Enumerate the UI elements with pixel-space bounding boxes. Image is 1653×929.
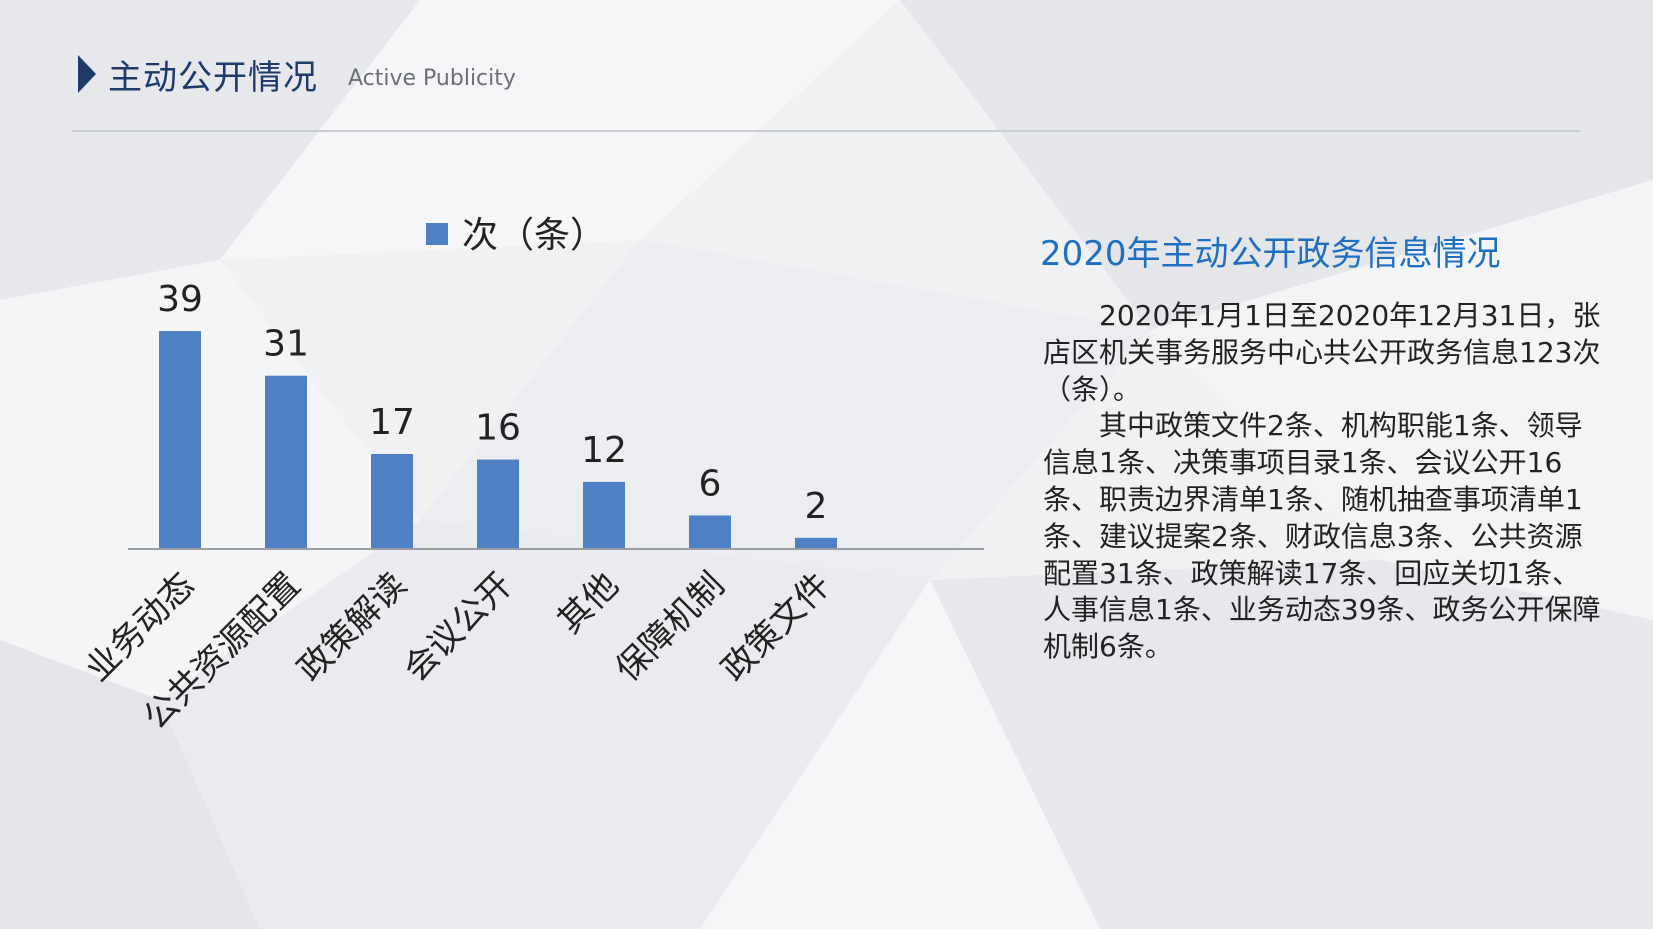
- info-title: 2020年主动公开政务信息情况: [1040, 234, 1501, 274]
- bar-6: [689, 515, 731, 549]
- value-label-1: 39: [157, 279, 203, 320]
- bar-4: [477, 459, 519, 549]
- category-label-6: 保障机制: [608, 565, 732, 689]
- bar-1: [159, 331, 201, 549]
- value-label-2: 31: [263, 324, 309, 365]
- header: 主动公开情况 Active Publicity: [78, 48, 516, 100]
- header-divider: [72, 130, 1580, 132]
- category-label-7: 政策文件: [714, 565, 838, 689]
- header-title: 主动公开情况: [108, 57, 318, 98]
- value-labels-group: 39 31 17 16 12 6 2: [157, 279, 827, 527]
- value-label-5: 12: [581, 430, 627, 471]
- info-paragraph-1: 2020年1月1日至2020年12月31日，张店区机关事务服务中心共公开政务信息…: [1043, 299, 1601, 406]
- header-arrow-icon: [78, 55, 96, 93]
- value-label-4: 16: [475, 408, 521, 449]
- legend-label: 次（条）: [462, 215, 606, 256]
- info-paragraph-2: 其中政策文件2条、机构职能1条、领导信息1条、决策事项目录1条、会议公开16条、…: [1043, 409, 1601, 664]
- bar-5: [583, 481, 625, 549]
- value-label-3: 17: [369, 402, 415, 443]
- category-label-3: 政策解读: [290, 565, 414, 689]
- header-subtitle: Active Publicity: [348, 65, 516, 91]
- bar-7: [795, 537, 837, 549]
- value-label-6: 6: [699, 463, 722, 504]
- bar-2: [265, 375, 307, 549]
- category-label-5: 其他: [550, 565, 626, 641]
- info-text: 2020年1月1日至2020年12月31日，张店区机关事务服务中心共公开政务信息…: [1043, 298, 1603, 666]
- legend-swatch: [426, 223, 448, 245]
- bar-3: [371, 453, 413, 549]
- category-label-4: 会议公开: [396, 565, 520, 689]
- value-label-7: 2: [805, 486, 828, 527]
- bars-group: [159, 331, 837, 549]
